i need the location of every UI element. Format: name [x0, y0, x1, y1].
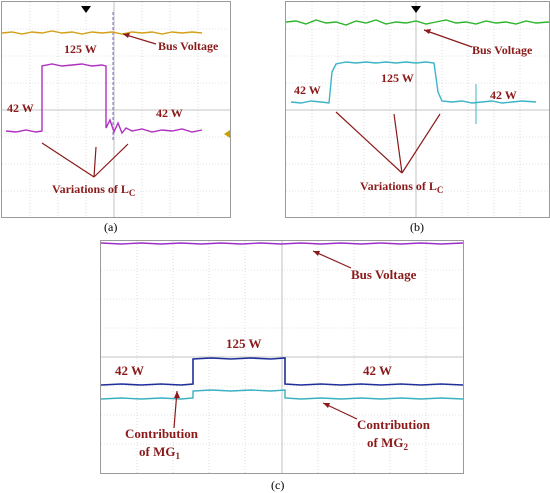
variations-label-b: Variations of LC — [360, 179, 443, 195]
mg1-trace-c — [101, 357, 463, 386]
low-power-right-label-c: 42 W — [363, 363, 392, 378]
variations-label-a: Variations of LC — [52, 182, 135, 198]
oscilloscope-panel-a: Bus Voltage 125 W 42 W 42 W Variations o… — [1, 1, 231, 218]
arrowhead-mg2-c — [323, 403, 330, 408]
level-marker-a — [224, 130, 230, 138]
power-trace-b — [290, 61, 537, 104]
axis-center-c — [101, 241, 463, 473]
arrow-var3-a — [93, 143, 129, 178]
mg2-trace-c — [101, 389, 463, 400]
grid-b — [286, 2, 549, 217]
bus-voltage-trace-b — [286, 19, 549, 26]
arrow-var1-b — [335, 111, 403, 174]
low-power-right-label-a: 42 W — [156, 106, 183, 120]
low-power-left-label-a: 42 W — [7, 101, 34, 115]
arrowhead-bus-b — [424, 29, 431, 34]
contribution-mg1-line2: of MG1 — [139, 444, 180, 461]
arrow-var1-a — [41, 142, 95, 178]
arrow-var3-b — [401, 113, 441, 174]
caption-a: (a) — [104, 220, 118, 234]
arrow-var2-b — [393, 113, 403, 174]
caption-b: (b) — [410, 220, 424, 234]
bus-voltage-label-a: Bus Voltage — [158, 39, 219, 53]
bus-voltage-trace-c — [101, 242, 463, 245]
oscilloscope-panel-b: Bus Voltage 125 W 42 W 42 W Variations o… — [285, 1, 550, 218]
contribution-mg2-line2: of MG2 — [367, 435, 408, 452]
bus-voltage-label-b: Bus Voltage — [472, 43, 533, 57]
high-power-label-a: 125 W — [64, 42, 97, 56]
grid-a — [2, 2, 230, 217]
low-power-left-label-b: 42 W — [294, 83, 321, 97]
arrowhead-bus-a — [123, 33, 130, 38]
trigger-marker-b — [411, 6, 421, 13]
axis-center-b — [286, 2, 549, 217]
high-power-label-c: 125 W — [226, 336, 262, 351]
bus-voltage-trace-a — [2, 30, 203, 35]
trigger-marker-a — [81, 6, 91, 13]
low-power-left-label-c: 42 W — [115, 363, 144, 378]
axis-center-a — [2, 2, 230, 217]
scope-c-canvas: Bus Voltage 125 W 42 W 42 W Contribution… — [101, 241, 463, 473]
oscilloscope-panel-c: Bus Voltage 125 W 42 W 42 W Contribution… — [100, 240, 464, 474]
scope-b-canvas: Bus Voltage 125 W 42 W 42 W Variations o… — [286, 2, 549, 217]
bus-voltage-label-c: Bus Voltage — [351, 267, 417, 282]
arrowhead-bus-c — [313, 251, 320, 256]
arrow-bus-b — [423, 29, 473, 48]
contribution-mg1-line1: Contribution — [125, 426, 199, 441]
arrow-var2-a — [93, 146, 97, 178]
high-power-label-b: 125 W — [381, 71, 414, 85]
contribution-mg2-line1: Contribution — [357, 417, 431, 432]
arrow-bus-c — [312, 250, 352, 269]
arrowhead-mg1-c — [174, 391, 180, 398]
power-trace-a — [5, 63, 203, 135]
caption-c: (c) — [271, 478, 285, 492]
low-power-right-label-b: 42 W — [490, 88, 517, 102]
scope-a-canvas: Bus Voltage 125 W 42 W 42 W Variations o… — [2, 2, 230, 217]
